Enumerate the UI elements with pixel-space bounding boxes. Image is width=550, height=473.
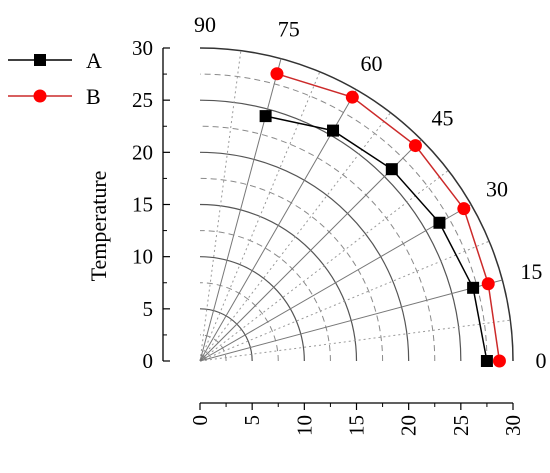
x-tick-label: 5: [240, 415, 264, 426]
y-tick-label: 5: [143, 297, 154, 321]
theta-tick-label: 45: [432, 105, 454, 130]
spoke: [199, 139, 422, 362]
x-tick-label: 30: [501, 415, 525, 436]
x-tick-label: 20: [397, 415, 421, 436]
theta-tick-label: 75: [278, 17, 300, 42]
minor-spoke: [199, 112, 391, 362]
legend-marker-A: [34, 54, 46, 66]
series-line-B: [276, 73, 501, 362]
x-tick-label: 10: [292, 415, 316, 436]
y-tick-label: 20: [132, 140, 153, 164]
spoke: [199, 204, 472, 362]
minor-spoke: [199, 240, 490, 362]
theta-tick-label: 90: [194, 12, 216, 37]
data-point-A: [467, 281, 480, 294]
data-point-B: [345, 90, 359, 104]
data-point-A: [480, 355, 493, 367]
polar-grid: [199, 47, 514, 362]
x-tick-label: 15: [345, 415, 369, 436]
spoke: [199, 58, 282, 362]
series-line-A: [265, 115, 488, 362]
series: [259, 67, 506, 368]
minor-spoke: [199, 319, 511, 362]
data-point-B: [492, 354, 506, 368]
minor-spoke: [199, 71, 321, 362]
theta-tick-label: 15: [520, 259, 542, 284]
minor-spoke: [199, 50, 242, 362]
y-tick-label: 10: [132, 245, 153, 269]
legend-label-B: B: [86, 84, 101, 109]
theta-tick-label: 60: [361, 51, 383, 76]
spoke: [199, 279, 503, 362]
x-tick-label: 25: [449, 415, 473, 436]
data-point-B: [408, 139, 422, 153]
data-point-A: [259, 110, 272, 123]
legend: AB: [8, 48, 102, 109]
legend-marker-B: [33, 89, 47, 103]
data-point-B: [270, 67, 284, 81]
data-point-A: [327, 124, 340, 137]
theta-tick-label: 0: [536, 348, 547, 373]
data-point-B: [481, 277, 495, 291]
y-axis-label: Temperature: [86, 171, 111, 282]
x-tick-label: 0: [188, 415, 212, 426]
y-tick-label: 15: [132, 193, 153, 217]
y-tick-label: 0: [143, 349, 154, 373]
theta-tick-label: 30: [486, 177, 508, 202]
legend-label-A: A: [86, 48, 102, 73]
y-tick-label: 30: [132, 36, 153, 60]
data-point-A: [385, 163, 398, 176]
y-tick-label: 25: [132, 88, 153, 112]
data-point-A: [433, 216, 446, 229]
axes: 0 15 30 45 60 75 90 0 5 10 15 20 25 30 0 5 10 15 20 25 30: [132, 12, 547, 436]
data-point-B: [457, 202, 471, 216]
minor-spoke: [199, 170, 449, 362]
